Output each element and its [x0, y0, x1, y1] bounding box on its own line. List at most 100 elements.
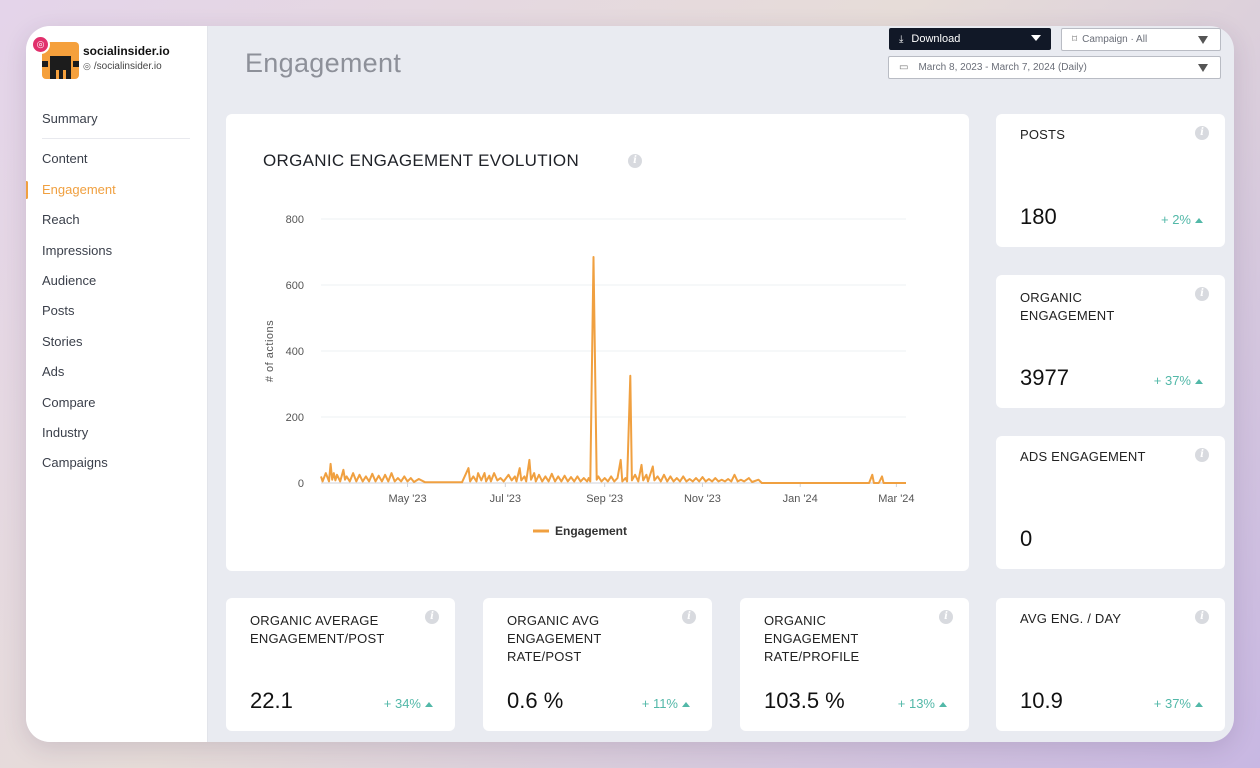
sidebar-item-summary[interactable]: Summary	[42, 111, 98, 126]
trend-up-icon	[1195, 218, 1203, 223]
trend-up-icon	[682, 702, 690, 707]
info-icon[interactable]: i	[682, 610, 696, 624]
sidebar-item-engagement[interactable]: Engagement	[26, 175, 208, 205]
trend-up-icon	[939, 702, 947, 707]
info-icon[interactable]: i	[1195, 287, 1209, 301]
stat-delta-text: + 2%	[1161, 212, 1191, 227]
date-range-value: March 8, 2023 - March 7, 2024 (Daily)	[918, 62, 1087, 73]
instagram-icon: ◎	[31, 35, 50, 54]
stat-card-avg-engagement-rate-post: ORGANIC AVG ENGAGEMENT RATE/POST i 0.6 %…	[483, 598, 712, 731]
info-icon[interactable]: i	[1195, 448, 1209, 462]
profile-name: socialinsider.io	[83, 44, 170, 58]
stat-value: 0.6 %	[507, 688, 564, 713]
stat-value: 180	[1020, 204, 1057, 229]
y-tick-label: 600	[286, 280, 304, 292]
page-title: Engagement	[245, 48, 402, 78]
y-tick-label: 400	[286, 346, 304, 358]
sidebar-item-campaigns[interactable]: Campaigns	[42, 455, 108, 471]
trend-up-icon	[425, 702, 433, 707]
info-icon[interactable]: i	[1195, 610, 1209, 624]
bookmark-icon: ⌑	[1072, 34, 1078, 45]
chevron-down-icon	[1198, 36, 1208, 44]
engagement-line-chart: 800 600 400 200 0 May '23 Jul '23 Sep '23 Nov '2…	[264, 214, 915, 538]
stat-delta-text: + 37%	[1153, 696, 1191, 711]
engagement-series-line	[320, 256, 906, 484]
x-tick-label: Jul '23	[490, 493, 521, 505]
info-icon[interactable]: i	[628, 154, 642, 168]
info-icon[interactable]: i	[1195, 126, 1209, 140]
stat-delta: + 2%	[1161, 212, 1203, 227]
download-button[interactable]: ⤓ Download	[889, 28, 1051, 50]
sidebar-item-compare[interactable]: Compare	[42, 394, 96, 410]
engagement-chart-card: ORGANIC ENGAGEMENT EVOLUTION i 800 600 400…	[226, 114, 969, 571]
sidebar-item-audience[interactable]: Audience	[42, 272, 97, 288]
y-tick-label: 800	[286, 214, 304, 226]
sidebar-item-reach[interactable]: Reach	[42, 212, 80, 228]
y-tick-label: 200	[286, 412, 304, 424]
stat-delta: + 37%	[1154, 373, 1203, 388]
stat-delta: + 11%	[642, 696, 690, 711]
stat-card-posts: POSTS i 180 + 2%	[996, 114, 1225, 247]
stat-value: 0	[1020, 526, 1033, 551]
stat-card-ads-engagement: ADS ENGAGEMENT i 0	[996, 436, 1225, 569]
campaign-select-value: Campaign · All	[1082, 34, 1148, 45]
trend-up-icon	[1195, 379, 1203, 384]
download-icon: ⤓	[899, 33, 904, 45]
stat-label: ORGANIC AVG ENGAGEMENT RATE/POST	[507, 613, 602, 664]
campaign-select[interactable]: ⌑ Campaign · All	[1061, 28, 1221, 51]
stat-delta: + 13%	[898, 696, 947, 711]
legend-label: Engagement	[555, 524, 627, 538]
x-tick-label: Jan '24	[783, 493, 818, 505]
instagram-small-icon: ◎	[83, 62, 91, 72]
stat-delta-text: + 34%	[383, 696, 421, 711]
sidebar-nav: Summary Content Engagement Reach Impress…	[26, 104, 208, 479]
stat-value: 10.9	[1020, 688, 1063, 713]
stat-label: ADS ENGAGEMENT	[1020, 449, 1146, 464]
app-window: ◎ socialinsider.io ◎/socialinsider.io Su…	[26, 26, 1234, 742]
sidebar-item-posts[interactable]: Posts	[42, 303, 75, 319]
stat-card-organic-engagement: ORGANIC ENGAGEMENT i 3977 + 37%	[996, 275, 1225, 408]
info-icon[interactable]: i	[425, 610, 439, 624]
x-tick-label: Sep '23	[586, 493, 623, 505]
stat-delta: + 34%	[384, 696, 433, 711]
x-tick-label: May '23	[388, 493, 426, 505]
stat-label: POSTS	[1020, 127, 1066, 142]
stat-label: ORGANIC AVERAGE ENGAGEMENT/POST	[250, 613, 385, 646]
date-range-select[interactable]: ▭ March 8, 2023 - March 7, 2024 (Daily)	[888, 56, 1221, 79]
chevron-down-icon	[1031, 35, 1041, 41]
sidebar-item-content[interactable]: Content	[42, 151, 88, 167]
sidebar-item-impressions[interactable]: Impressions	[42, 242, 113, 258]
sidebar-item-industry[interactable]: Industry	[42, 424, 89, 440]
stat-card-engagement-rate-profile: ORGANIC ENGAGEMENT RATE/PROFILE i 103.5 …	[740, 598, 969, 731]
stat-delta: + 37%	[1154, 696, 1203, 711]
sidebar-item-stories[interactable]: Stories	[42, 333, 83, 349]
x-tick-label: Nov '23	[684, 493, 721, 505]
stat-delta-text: + 37%	[1153, 373, 1191, 388]
stat-value: 3977	[1020, 365, 1069, 390]
download-label: Download	[911, 33, 961, 45]
sidebar-item-ads[interactable]: Ads	[42, 364, 65, 380]
stat-value: 22.1	[250, 688, 293, 713]
stat-label: ORGANIC ENGAGEMENT	[1020, 290, 1115, 323]
sidebar: ◎ socialinsider.io ◎/socialinsider.io Su…	[26, 26, 208, 742]
trend-up-icon	[1195, 702, 1203, 707]
chevron-down-icon	[1198, 64, 1208, 72]
nav-divider	[42, 138, 190, 140]
brand-logo	[42, 42, 79, 79]
stat-card-avg-engagement-post: ORGANIC AVERAGE ENGAGEMENT/POST i 22.1 +…	[226, 598, 455, 731]
info-icon[interactable]: i	[939, 610, 953, 624]
profile-handle: ◎/socialinsider.io	[83, 61, 162, 72]
profile-avatar[interactable]: ◎	[31, 35, 82, 80]
stat-delta-text: + 11%	[641, 696, 678, 711]
chart-title: ORGANIC ENGAGEMENT EVOLUTION	[263, 151, 580, 170]
stat-value: 103.5 %	[764, 688, 845, 713]
y-axis-label: # of actions	[264, 320, 276, 382]
profile-handle-text: /socialinsider.io	[93, 61, 162, 72]
x-tick-label: Mar '24	[878, 493, 914, 505]
stat-label: AVG ENG. / DAY	[1020, 611, 1122, 626]
stat-label: ORGANIC ENGAGEMENT RATE/PROFILE	[764, 613, 860, 664]
calendar-icon: ▭	[899, 62, 909, 73]
y-tick-label: 0	[298, 478, 304, 490]
stat-delta-text: + 13%	[897, 696, 935, 711]
stat-card-avg-engagement-day: AVG ENG. / DAY i 10.9 + 37%	[996, 598, 1225, 731]
